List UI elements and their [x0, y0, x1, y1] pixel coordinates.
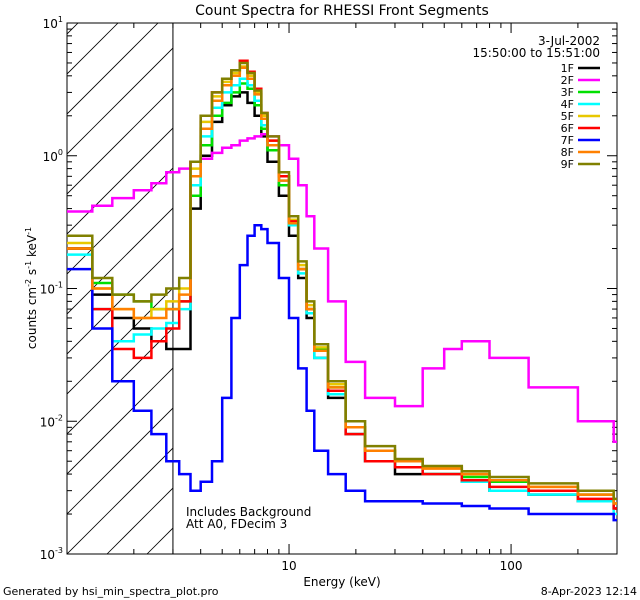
- legend-label: 5F: [561, 110, 574, 123]
- hatch-line: [67, 367, 173, 475]
- series-line-7f: [67, 223, 617, 522]
- y-axis-label: counts cm-2 s-1 keV-1: [24, 227, 39, 349]
- series-group: [67, 59, 617, 522]
- footer-timestamp: 8-Apr-2023 12:14: [541, 585, 637, 598]
- y-tick-label: 10-2: [40, 413, 63, 429]
- y-tick-label: 10-1: [40, 281, 63, 297]
- hatch-line: [67, 247, 173, 355]
- hatch-line: [67, 47, 173, 155]
- y-tick-labels: 10-3 10-2 10-1 100 101: [40, 15, 63, 562]
- chart-title: Count Spectra for RHESSI Front Segments: [195, 3, 489, 19]
- axis-ticks: [66, 22, 618, 555]
- series-line-8f: [67, 66, 617, 505]
- legend-label: 3F: [561, 86, 574, 99]
- hatch-line: [67, 87, 173, 195]
- legend-label: 6F: [561, 122, 574, 135]
- legend-label: 1F: [561, 62, 574, 75]
- y-tick-label: 10-3: [40, 546, 63, 562]
- x-tick-label: 100: [500, 559, 523, 573]
- time-range-label: 15:50:00 to 15:51:00: [473, 46, 600, 60]
- annotation-attenuator: Att A0, FDecim 3: [186, 517, 287, 531]
- x-axis-label: Energy (keV): [303, 575, 380, 589]
- series-line-2f: [67, 133, 617, 444]
- hatch-line: [67, 127, 173, 235]
- hatch-line: [67, 207, 173, 315]
- legend-label: 7F: [561, 134, 574, 147]
- series-line-9f: [67, 61, 617, 501]
- hatch-line: [0, 0, 107, 554]
- series-line-5f: [67, 65, 617, 505]
- x-tick-label: 10: [281, 559, 296, 573]
- legend-label: 4F: [561, 98, 574, 111]
- legend-label: 2F: [561, 74, 574, 87]
- hatch-line: [67, 447, 173, 554]
- hatch-line: [67, 23, 119, 75]
- y-tick-label: 101: [43, 15, 63, 31]
- y-tick-label: 100: [43, 148, 63, 164]
- series-line-4f: [67, 77, 617, 516]
- legend-label: 9F: [561, 158, 574, 171]
- date-label: 3-Jul-2002: [538, 34, 600, 48]
- annotation-background: Includes Background: [186, 505, 311, 519]
- hatch-line: [67, 407, 173, 515]
- footer-generated-by: Generated by hsi_min_spectra_plot.pro: [3, 585, 219, 598]
- hatch-line: [67, 23, 159, 115]
- legend-label: 8F: [561, 146, 574, 159]
- hatch-line: [67, 23, 79, 35]
- series-line-3f: [67, 82, 617, 505]
- series-line-6f: [67, 59, 617, 510]
